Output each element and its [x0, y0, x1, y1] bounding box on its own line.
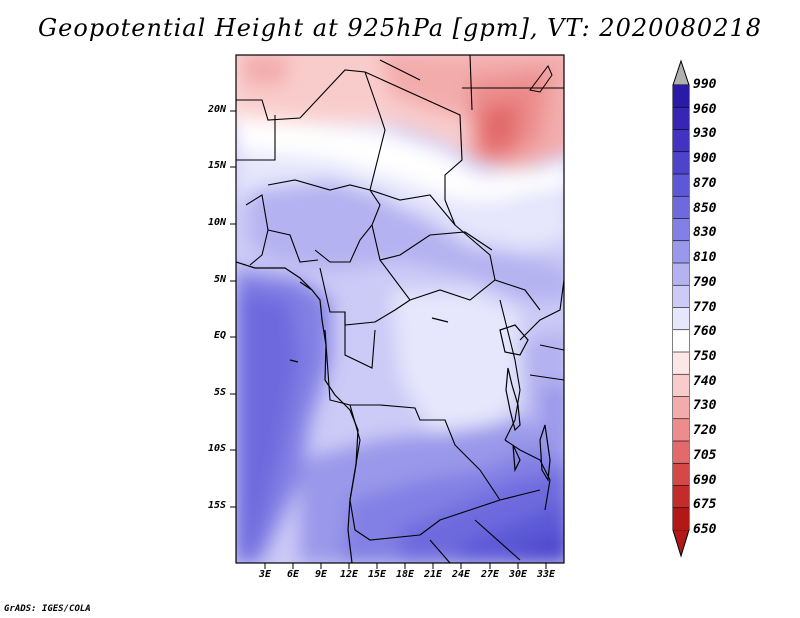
colorbar-label: 790 [693, 274, 717, 290]
colorbar-label: 650 [693, 522, 717, 537]
lon-label-3e: 3E [258, 569, 272, 580]
colorbar-label: 705 [693, 447, 717, 463]
lat-label-eq: EQ [213, 330, 226, 341]
colorbar-label: 870 [693, 175, 717, 191]
colorbar-segment [673, 218, 689, 242]
colorbar-segment [673, 329, 689, 353]
lat-label-5s: 5S [213, 387, 226, 398]
lon-label-9e: 9E [314, 569, 328, 580]
colorbar-label: 740 [693, 373, 717, 389]
lat-label-15s: 15S [207, 500, 226, 511]
colorbar-segment [673, 107, 689, 130]
lat-label-10n: 10N [207, 217, 226, 228]
lon-label-24e: 24E [451, 569, 471, 580]
colorbar-label: 730 [693, 398, 717, 414]
colorbar-label: 930 [693, 126, 717, 142]
colorbar-segment [673, 285, 689, 308]
colorbar-label: 760 [693, 324, 717, 340]
colorbar-top-arrow [672, 59, 690, 86]
colorbar-label: 810 [693, 250, 717, 266]
colorbar-segment [673, 507, 689, 531]
colorbar-segment [673, 263, 689, 286]
lon-ticks [264, 563, 547, 569]
lon-label-30e: 30E [508, 569, 528, 580]
lat-label-5n: 5N [213, 274, 226, 285]
coastline [236, 261, 359, 563]
grads-credit: GrADS: IGES/COLA [4, 604, 91, 614]
colorbar [672, 59, 690, 558]
colorbar-label: 960 [693, 101, 717, 117]
lon-label-12e: 12E [339, 569, 359, 580]
lat-label-15n: 15N [207, 160, 226, 171]
lat-label-20n: 20N [207, 104, 226, 115]
colorbar-segment [673, 85, 689, 108]
colorbar-segment [673, 441, 689, 464]
colorbar-segment [673, 151, 689, 175]
lat-label-10s: 10S [207, 443, 226, 454]
colorbar-label: 675 [693, 497, 717, 513]
lon-label-6e: 6E [286, 569, 300, 580]
colorbar-segment [673, 307, 689, 331]
height-field [236, 55, 564, 563]
colorbar-label: 830 [693, 225, 717, 241]
colorbar-segment [673, 485, 689, 509]
colorbar-label: 990 [693, 77, 717, 92]
colorbar-segment [673, 463, 689, 486]
red-sea-outline [529, 65, 553, 93]
map-title: Geopotential Height at 925hPa [gpm], VT:… [38, 14, 762, 42]
lat-ticks [230, 110, 236, 508]
lon-label-33e: 33E [536, 569, 556, 580]
colorbar-label: 770 [693, 299, 717, 315]
colorbar-segment [673, 174, 689, 197]
colorbar-label: 750 [693, 348, 717, 364]
lon-label-27e: 27E [480, 569, 500, 580]
colorbar-segment [673, 418, 689, 442]
colorbar-label: 850 [693, 200, 717, 216]
colorbar-segment [673, 196, 689, 219]
colorbar-label: 900 [693, 151, 717, 167]
lon-label-18e: 18E [395, 569, 415, 580]
colorbar-segment [673, 129, 689, 153]
colorbar-label: 720 [693, 423, 717, 439]
colorbar-bottom-arrow [672, 529, 690, 558]
lakes [289, 317, 551, 482]
lon-label-15e: 15E [367, 569, 387, 580]
colorbar-segment [673, 374, 689, 397]
lon-label-21e: 21E [423, 569, 443, 580]
colorbar-segment [673, 396, 689, 420]
map-frame [235, 54, 565, 564]
colorbar-label: 690 [693, 472, 717, 488]
colorbar-segment [673, 352, 689, 375]
colorbar-segment [673, 240, 689, 264]
